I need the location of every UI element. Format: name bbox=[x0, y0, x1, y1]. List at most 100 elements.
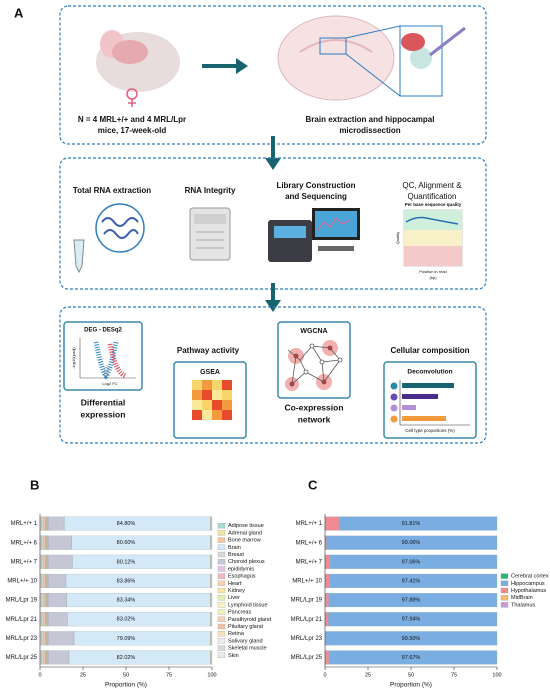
y-tick-label: MRL/Lpr 21 bbox=[291, 617, 323, 623]
inset-title: GSEA bbox=[200, 369, 220, 376]
legend-swatch bbox=[217, 559, 226, 565]
bar-segment bbox=[48, 612, 68, 627]
plot-title: Per base sequence quality bbox=[405, 202, 462, 207]
bar-segment bbox=[48, 593, 67, 608]
value-label: 79.09% bbox=[117, 636, 136, 642]
legend-swatch bbox=[217, 602, 226, 608]
legend-swatch bbox=[217, 587, 226, 594]
legend-swatch bbox=[217, 638, 226, 644]
value-label: 83.34% bbox=[117, 598, 136, 604]
rna-icon bbox=[73, 203, 145, 274]
bar-segment bbox=[71, 535, 211, 550]
bar-segment bbox=[40, 631, 43, 646]
bar-segment bbox=[40, 650, 43, 665]
legend-label: Skeletal muscle bbox=[228, 646, 267, 652]
bar-segment bbox=[325, 516, 340, 531]
legend-swatch bbox=[217, 616, 226, 622]
legend-swatch bbox=[217, 566, 226, 572]
inset-title: Deconvolution bbox=[407, 369, 452, 376]
arrow bbox=[202, 58, 248, 74]
bar-segment bbox=[42, 573, 44, 588]
value-label: 91.81% bbox=[402, 521, 421, 527]
legend-swatch bbox=[500, 602, 509, 608]
panel-letter: C bbox=[308, 477, 318, 492]
arrow bbox=[265, 136, 281, 170]
legend-swatch bbox=[500, 573, 509, 579]
sequencer-icon bbox=[268, 208, 360, 262]
legend-label: Hippocampus bbox=[511, 581, 545, 587]
value-label: 97.88% bbox=[402, 598, 421, 604]
legend-swatch bbox=[217, 631, 226, 637]
value-label: 83.02% bbox=[117, 617, 136, 623]
step-label: Brain extraction and hippocampal bbox=[306, 115, 435, 124]
value-label: 97.94% bbox=[402, 617, 421, 623]
legend-label: Adrenal gland bbox=[228, 530, 262, 536]
x-axis-label: Proportion (%) bbox=[390, 682, 432, 689]
bar-segment bbox=[43, 573, 46, 588]
bar-segment bbox=[40, 593, 43, 608]
bar-segment bbox=[43, 535, 46, 550]
bar-segment bbox=[48, 573, 66, 588]
bar-segment bbox=[48, 650, 69, 665]
arrow bbox=[265, 283, 281, 312]
y-tick-label: MRL+/+ 1 bbox=[296, 521, 323, 527]
y-tick-label: MRL/Lpr 25 bbox=[6, 655, 38, 661]
bar-segment bbox=[40, 573, 43, 588]
bar-segment bbox=[66, 593, 211, 608]
legend-swatch bbox=[217, 537, 226, 543]
y-tick-label: MRL/Lpr 21 bbox=[6, 617, 38, 623]
bar-segment bbox=[43, 554, 46, 569]
bar-segment bbox=[42, 650, 44, 665]
legend-label: Cerebral cortex bbox=[511, 574, 549, 580]
value-label: 83.86% bbox=[117, 578, 136, 584]
axis-label: -log10(padj) bbox=[71, 347, 76, 369]
legend-swatch bbox=[217, 645, 226, 651]
legend-label: Salivary gland bbox=[228, 638, 263, 644]
legend-swatch bbox=[217, 551, 226, 558]
value-label: 97.06% bbox=[402, 559, 421, 565]
step-label: Co-expression bbox=[284, 402, 343, 412]
y-tick-label: MRL+/+ 6 bbox=[296, 540, 323, 546]
bar-segment bbox=[43, 612, 46, 627]
step-label: and Sequencing bbox=[285, 192, 347, 201]
legend-swatch bbox=[217, 595, 226, 601]
legend-label: Thalamus bbox=[511, 602, 535, 608]
panel-letter: A bbox=[14, 5, 24, 20]
bar-segment bbox=[211, 593, 213, 608]
bar-segment bbox=[325, 612, 329, 627]
bar-segment bbox=[211, 535, 213, 550]
x-tick-label: 50 bbox=[408, 672, 414, 678]
bar-segment bbox=[43, 593, 46, 608]
bar-segment bbox=[72, 554, 211, 569]
bar-segment bbox=[325, 650, 330, 665]
bar-segment bbox=[211, 516, 213, 531]
mouse-icon bbox=[96, 30, 180, 107]
heatmap-icon bbox=[192, 380, 232, 420]
legend-label: Liver bbox=[228, 595, 240, 601]
step-label: QC, Alignment & bbox=[402, 181, 462, 190]
bar-segment bbox=[325, 554, 331, 569]
value-label: 82.02% bbox=[117, 655, 136, 661]
step-box bbox=[59, 306, 487, 444]
bar-segment bbox=[43, 631, 46, 646]
bar-segment bbox=[42, 535, 44, 550]
value-label: 99.06% bbox=[402, 540, 421, 546]
bar-segment bbox=[40, 554, 43, 569]
bar-segment bbox=[42, 593, 44, 608]
bar-segment bbox=[211, 573, 213, 588]
legend-label: Pancreas bbox=[228, 610, 251, 616]
bar-segment bbox=[74, 631, 211, 646]
bar-segment bbox=[48, 516, 65, 531]
y-tick-label: MRL+/+ 7 bbox=[296, 559, 323, 565]
x-tick-label: 75 bbox=[451, 672, 457, 678]
x-tick-label: 25 bbox=[80, 672, 86, 678]
y-tick-label: MRL/Lpr 23 bbox=[6, 636, 38, 642]
axis-label: Cell type proportions (%) bbox=[405, 428, 455, 433]
inset-title: WGCNA bbox=[300, 328, 327, 335]
legend-label: Heart bbox=[228, 581, 242, 587]
bioanalyzer-icon bbox=[189, 207, 231, 261]
value-label: 99.50% bbox=[402, 636, 421, 642]
bar-segment bbox=[211, 650, 213, 665]
y-tick-label: MRL/Lpr 23 bbox=[291, 636, 323, 642]
legend-label: Adipose tissue bbox=[228, 523, 264, 529]
